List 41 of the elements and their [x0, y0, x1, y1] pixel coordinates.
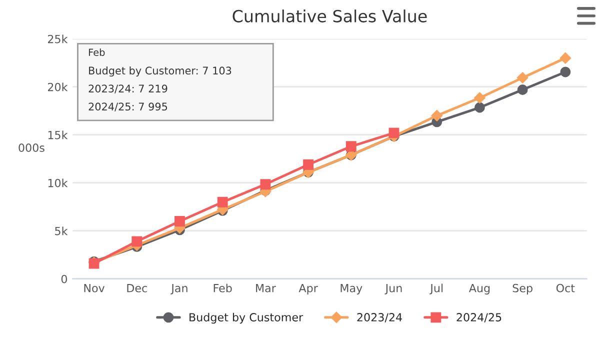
- x-tick-label: Aug: [468, 284, 490, 294]
- annotation: Budget by Customer: 7 103: [89, 66, 232, 77]
- legend-label: Budget by Customer: [190, 312, 304, 324]
- chart-title: Cumulative Sales Value: [232, 10, 427, 22]
- point: [474, 102, 485, 113]
- point: [217, 196, 228, 208]
- y-axis-title: 000s: [18, 144, 44, 152]
- y-tick-label: 25k: [48, 34, 68, 44]
- x-tick-label: Jan: [170, 284, 188, 294]
- legend-label: 2023/24: [357, 313, 402, 322]
- point: [517, 84, 528, 95]
- x-tick-label: Oct: [556, 284, 575, 292]
- x-tick-label: Feb: [214, 284, 232, 292]
- point: [516, 72, 528, 84]
- point: [560, 52, 572, 64]
- point: [260, 179, 271, 190]
- point: [560, 66, 571, 78]
- x-tick-label: Apr: [298, 284, 318, 294]
- y-tick-label: 0: [61, 274, 67, 284]
- y-tick-label: 20k: [48, 82, 68, 92]
- point: [431, 110, 442, 122]
- x-tick-label: Sep: [512, 284, 532, 294]
- point: [474, 92, 486, 104]
- y-tick-label: 15k: [48, 130, 68, 140]
- x-tick-label: Dec: [127, 284, 147, 292]
- point: [346, 141, 356, 152]
- point: [388, 128, 400, 138]
- legend-label: 2024/25: [456, 313, 502, 322]
- x-tick-label: May: [340, 284, 362, 294]
- annotation: 2023/24: 7 219: [88, 84, 168, 94]
- point: [303, 159, 314, 170]
- point: [132, 236, 142, 247]
- point: [174, 216, 185, 226]
- y-tick-label: 5k: [55, 226, 68, 236]
- annotation: Feb: [88, 48, 105, 56]
- annotation: 2024/25: 7 995: [88, 102, 168, 112]
- x-tick-label: Jun: [384, 284, 402, 294]
- x-tick-label: Jul: [430, 284, 443, 294]
- x-tick-label: Mar: [256, 284, 276, 292]
- y-tick-label: 10k: [48, 178, 68, 188]
- x-tick-label: Nov: [84, 284, 105, 292]
